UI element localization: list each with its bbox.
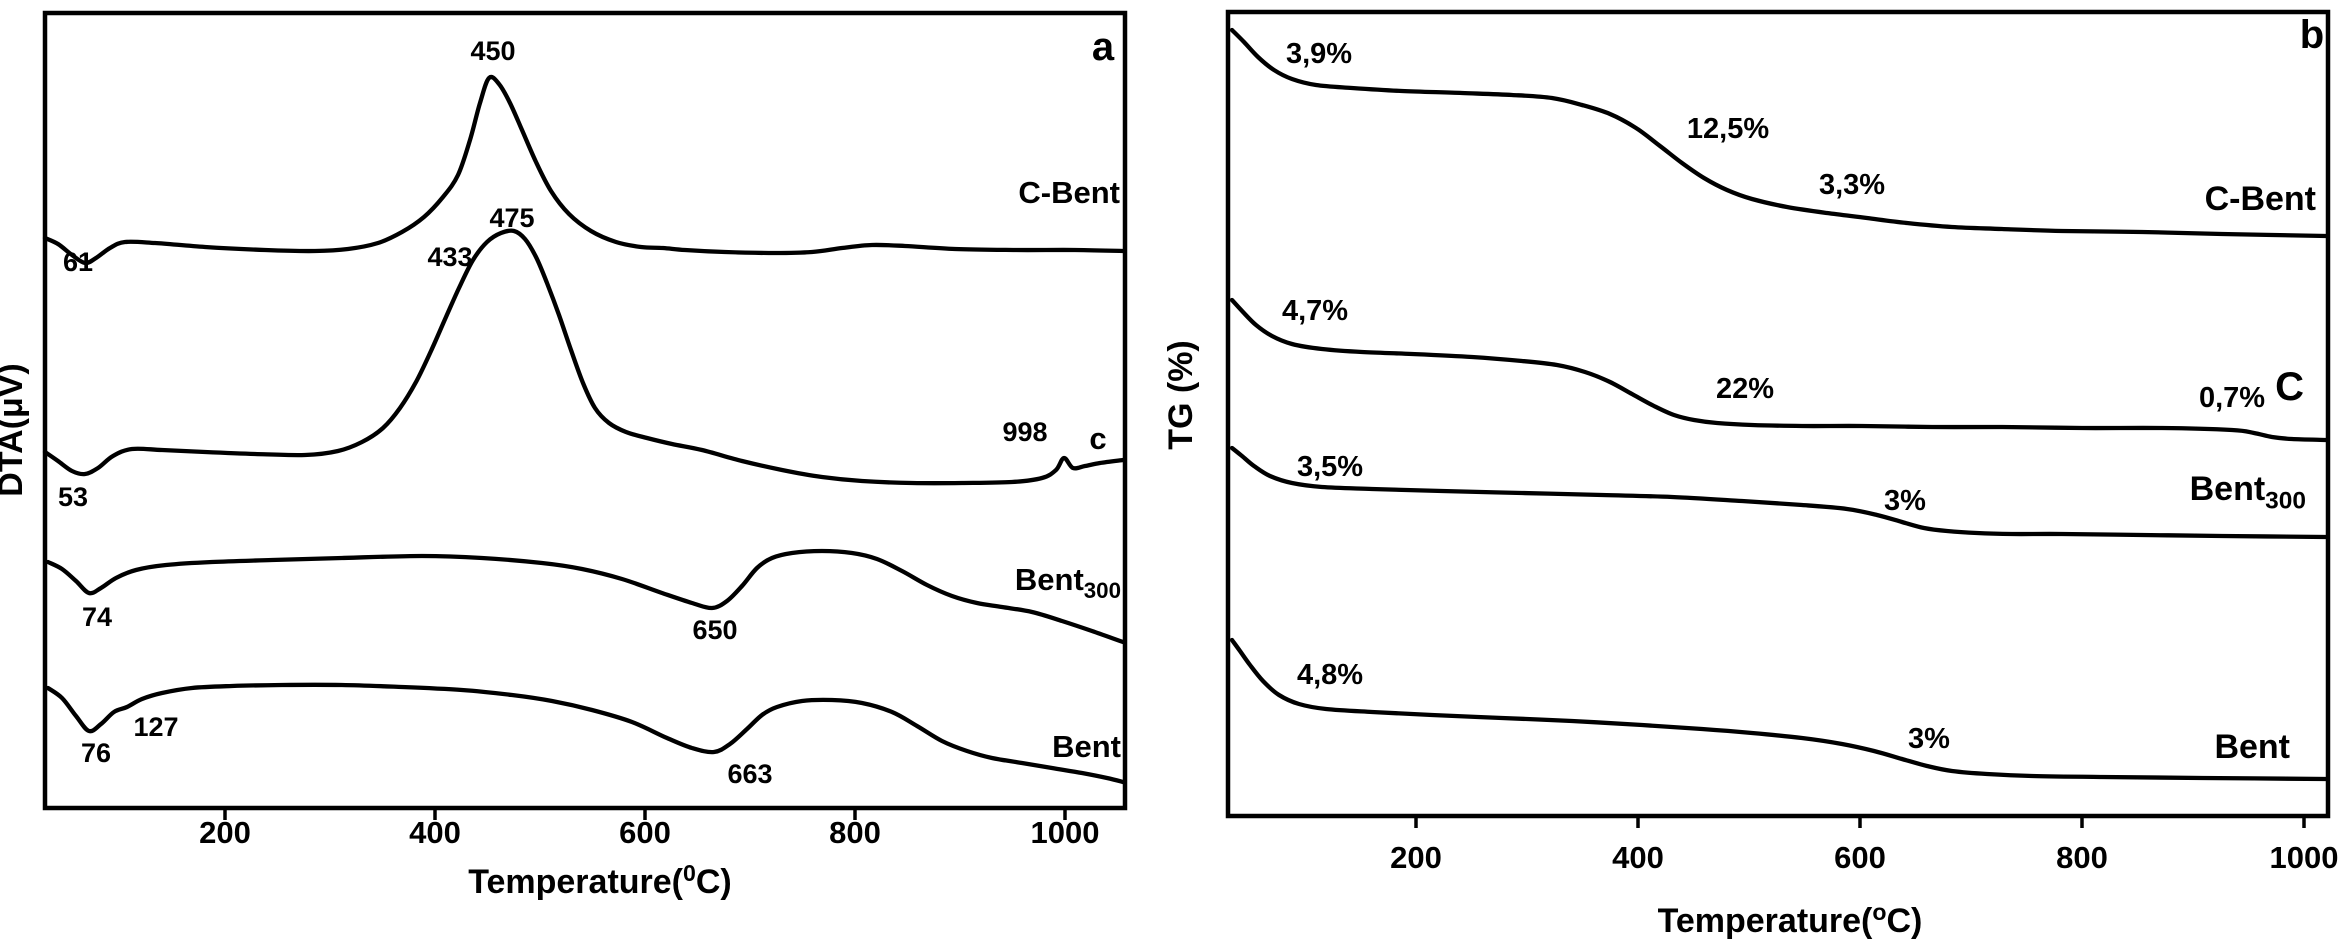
curve-annotation: 433 [427, 242, 472, 272]
curve-annotation: 3,3% [1819, 169, 1885, 201]
curve-annotation: 53 [58, 482, 88, 512]
curve-annotation: 3,9% [1286, 38, 1352, 70]
x-tick-label: 600 [1834, 840, 1886, 875]
x-tick-label: 400 [409, 815, 461, 850]
curve-annotation: 3% [1884, 485, 1926, 517]
curve-annotation: 12,5% [1687, 113, 1769, 145]
curve-annotation: 76 [81, 738, 111, 768]
curve-bent300 [45, 548, 1126, 645]
curve-annotation: 663 [727, 759, 772, 789]
panel-label: b [2300, 13, 2324, 57]
curve-annotation: 3,5% [1297, 451, 1363, 483]
curve-annotation: 998 [1002, 417, 1047, 447]
curve-bent300 [1229, 445, 2329, 540]
curve-annotation: 4,8% [1297, 659, 1363, 691]
y-axis-title: DTA(μV) [0, 363, 30, 496]
y-axis-title: TG (%) [1162, 340, 1200, 450]
curve-c-bent [42, 74, 1126, 266]
curve-annotation: 450 [470, 36, 515, 66]
x-tick-label: 400 [1612, 840, 1664, 875]
curve-annotation: 127 [133, 712, 178, 742]
curve-annotation: 0,7% [2199, 382, 2265, 414]
curve-annotation: 4,7% [1282, 295, 1348, 327]
x-tick-label: 800 [829, 815, 881, 850]
curve-bent [1229, 637, 2329, 782]
curve-annotation: 61 [63, 247, 93, 277]
plot-border [42, 10, 1128, 811]
curve-c-bent [1229, 27, 2329, 239]
x-tick-label: 1000 [1031, 815, 1100, 850]
series-label-c-bent: C-Bent [1018, 175, 1120, 210]
series-label-c: C [2275, 365, 2304, 409]
curve-bent [45, 682, 1126, 785]
x-tick-label: 600 [619, 815, 671, 850]
x-tick-label: 200 [199, 815, 251, 850]
curve-c [42, 228, 1126, 486]
series-label-c: c [1089, 421, 1106, 456]
plot-border [1225, 9, 2331, 819]
curve-annotation: 650 [692, 615, 737, 645]
panel-a: 200 400 600 800 1000 Temperature(0C) DTA(μV) a C… [0, 10, 1128, 901]
curve-annotation: 475 [489, 203, 534, 233]
x-tick-label: 200 [1390, 840, 1442, 875]
series-label-bent: Bent [2214, 728, 2290, 766]
x-tick-label: 1000 [2270, 840, 2339, 875]
panel-label: a [1092, 25, 1115, 69]
series-label-bent: Bent [1052, 729, 1121, 764]
x-axis-title: Temperature(oC) [1658, 899, 1923, 940]
curve-annotation: 22% [1716, 373, 1774, 405]
curve-annotation: 74 [82, 602, 112, 632]
x-axis-title: Temperature(0C) [468, 860, 732, 901]
series-label-c-bent: C-Bent [2205, 180, 2316, 218]
series-label-bent300: Bent300 [2190, 470, 2306, 515]
panel-b: 200 400 600 800 1000 Temperature(oC) TG (%) b C-… [1162, 9, 2339, 940]
series-label-bent300: Bent300 [1015, 562, 1121, 603]
x-tick-label: 800 [2056, 840, 2108, 875]
curve-c [1229, 297, 2329, 443]
curve-annotation: 3% [1908, 723, 1950, 755]
